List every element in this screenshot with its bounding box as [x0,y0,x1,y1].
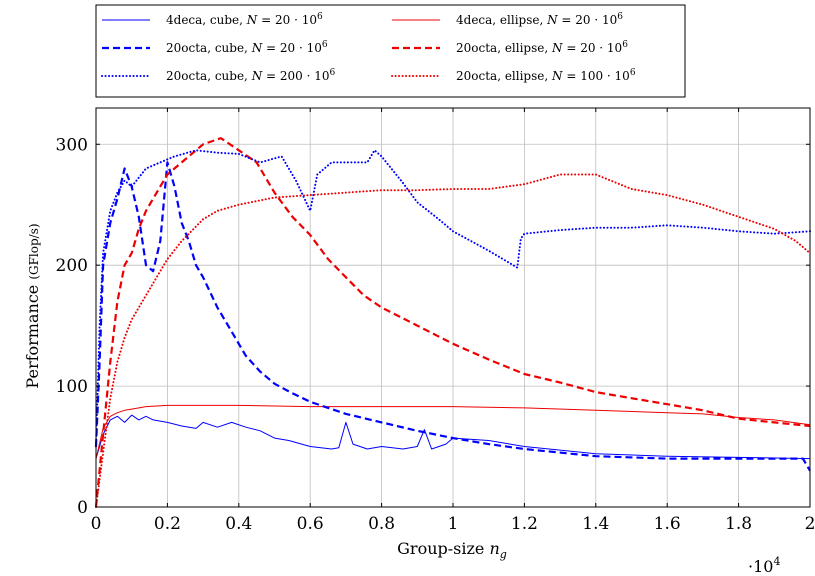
legend: 4deca, cube, N = 20 · 106 4deca, ellipse,… [95,4,686,98]
grid-lines [95,108,811,508]
y-tick-label: 100 [56,377,88,397]
legend-entry-label: 20octa, ellipse, N = 100 · 106 [456,68,636,83]
x-tick-label: 0.6 [297,514,324,534]
x-tick-label: 0.2 [154,514,181,534]
series-line-4 [94,137,811,508]
series-line-3 [94,161,811,472]
x-axis-scale-multiplier: ·104 [748,555,780,576]
x-tick-label: 0.4 [225,514,252,534]
x-axis-label: Group-size ng [397,539,507,561]
x-tick-label: 2 [805,514,815,534]
x-tick-label: 1 [448,514,459,534]
series-line-2 [95,404,811,459]
y-tick-label: 0 [77,498,88,518]
series-lines [94,137,811,508]
y-tick-label: 200 [56,256,88,276]
legend-entry-label: 4deca, ellipse, N = 20 · 106 [456,12,623,27]
series-line-5 [95,149,811,448]
x-tick-label: 1.4 [582,514,609,534]
legend-entry-label: 20octa, ellipse, N = 20 · 106 [456,40,628,55]
x-tick-label: 0.8 [368,514,395,534]
legend-entry-label: 20octa, cube, N = 200 · 106 [166,68,336,83]
x-tick-label: 0 [91,514,102,534]
legend-entry-label: 20octa, cube, N = 20 · 106 [166,40,328,55]
axis-ticks: 0 0.2 0.4 0.6 0.8 1 1.2 1.4 1.6 1.8 2 0 100 200 300 [56,108,815,534]
legend-entry-label: 4deca, cube, N = 20 · 106 [166,12,323,27]
y-tick-label: 300 [56,135,88,155]
x-tick-label: 1.6 [654,514,681,534]
legend-box [95,4,686,98]
y-axis-label: Performance (GFlop/s) [23,223,42,388]
x-tick-label: 1.2 [511,514,538,534]
series-line-1 [95,414,811,460]
x-tick-label: 1.8 [725,514,752,534]
